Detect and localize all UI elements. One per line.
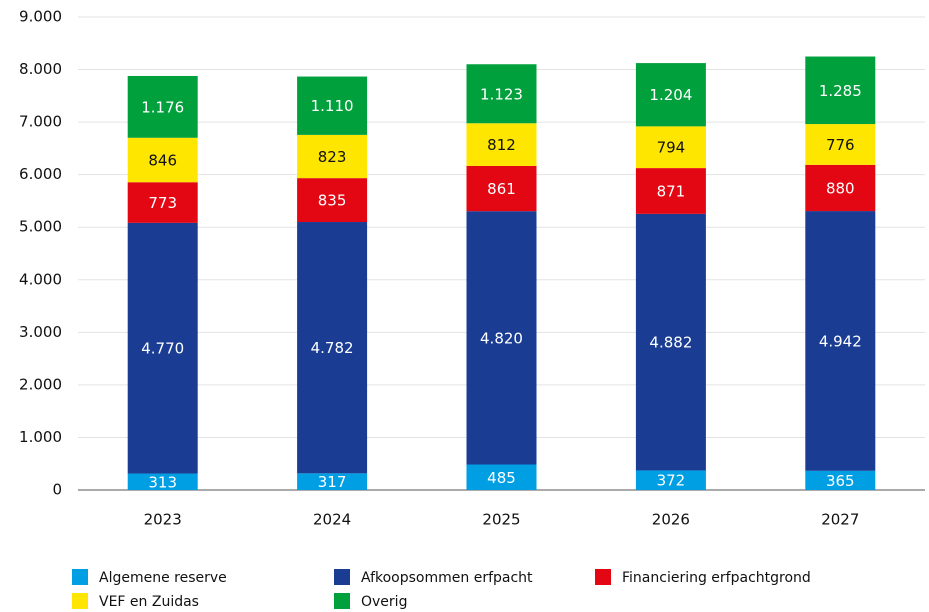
bar-segment <box>466 165 537 212</box>
x-tick-label: 2023 <box>144 511 182 529</box>
data-label: 846 <box>148 152 177 170</box>
y-tick-label: 5.000 <box>19 218 62 236</box>
data-label: 812 <box>487 136 516 154</box>
bar-segment <box>805 470 876 490</box>
legend-swatch <box>72 569 88 585</box>
data-label: 1.204 <box>649 86 692 104</box>
y-tick-label: 7.000 <box>19 113 62 131</box>
data-label: 823 <box>318 148 347 166</box>
data-label: 773 <box>148 194 177 212</box>
legend-swatch <box>334 593 350 609</box>
y-tick-label: 1.000 <box>19 428 62 446</box>
data-label: 880 <box>826 179 855 197</box>
data-label: 4.820 <box>480 329 523 347</box>
y-tick-label: 9.000 <box>19 8 62 26</box>
bar-segment <box>297 178 368 223</box>
bar-segment <box>466 211 537 465</box>
bar-segment <box>297 76 368 135</box>
x-tick-label: 2027 <box>821 511 859 529</box>
legend-label: Afkoopsommen erfpacht <box>361 570 533 586</box>
data-label: 1.110 <box>311 97 354 115</box>
data-label: 485 <box>487 469 516 487</box>
bar-segment <box>127 137 198 183</box>
x-tick-label: 2026 <box>652 511 690 529</box>
data-label: 4.782 <box>311 339 354 357</box>
legend-label: Financiering erfpachtgrond <box>622 570 811 586</box>
bar-segment <box>805 211 876 471</box>
y-tick-label: 2.000 <box>19 375 62 393</box>
bar-segment <box>805 56 876 125</box>
data-label: 1.123 <box>480 85 523 103</box>
data-label: 365 <box>826 472 855 490</box>
y-tick-label: 3.000 <box>19 323 62 341</box>
legend-swatch <box>72 593 88 609</box>
bar-segment <box>635 63 706 127</box>
data-label: 4.942 <box>819 332 862 350</box>
bar-segment <box>297 134 368 179</box>
bar-segment <box>127 182 198 223</box>
data-label: 317 <box>318 473 347 491</box>
bar-segment <box>127 75 198 138</box>
x-tick-label: 2024 <box>313 511 351 529</box>
bar-segment <box>297 222 368 474</box>
data-label: 372 <box>657 472 686 490</box>
bar-segment <box>635 470 706 490</box>
y-tick-label: 4.000 <box>19 270 62 288</box>
y-tick-label: 8.000 <box>19 60 62 78</box>
data-label: 313 <box>148 473 177 491</box>
data-label: 776 <box>826 136 855 154</box>
data-label: 794 <box>657 139 686 157</box>
x-tick-label: 2025 <box>482 511 520 529</box>
bar-segment <box>805 164 876 212</box>
data-label: 1.176 <box>141 98 184 116</box>
data-label: 835 <box>318 192 347 210</box>
data-label: 1.285 <box>819 82 862 100</box>
legend-label: VEF en Zuidas <box>99 594 199 610</box>
bar-segment <box>466 464 537 490</box>
bar-segment <box>805 124 876 165</box>
legend-label: Algemene reserve <box>99 570 227 586</box>
bar-segment <box>635 126 706 169</box>
legend-swatch <box>334 569 350 585</box>
data-label: 861 <box>487 180 516 198</box>
bar-segment <box>466 64 537 124</box>
data-label: 4.882 <box>649 334 692 352</box>
data-label: 871 <box>657 182 686 200</box>
bar-segment <box>127 222 198 474</box>
bar-segment <box>127 473 198 490</box>
bar-segment <box>635 213 706 471</box>
bar-segment <box>297 473 368 490</box>
data-label: 4.770 <box>141 340 184 358</box>
bar-segment <box>466 123 537 166</box>
legend-label: Overig <box>361 594 407 610</box>
y-tick-label: 0 <box>52 481 62 499</box>
legend-swatch <box>595 569 611 585</box>
y-tick-label: 6.000 <box>19 165 62 183</box>
bar-segment <box>635 168 706 214</box>
